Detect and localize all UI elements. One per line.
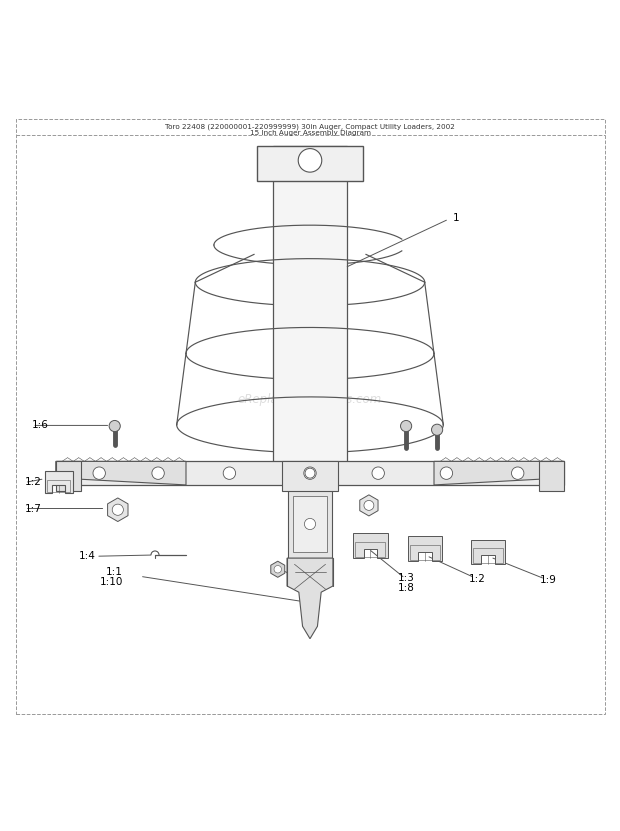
Bar — [473, 548, 503, 563]
Bar — [257, 145, 363, 181]
Bar — [282, 461, 338, 491]
Text: Toro 22408 (220000001-220999999) 30in Auger, Compact Utility Loaders, 2002: Toro 22408 (220000001-220999999) 30in Au… — [165, 124, 455, 130]
Text: 1:6: 1:6 — [32, 420, 49, 430]
Text: 1:10: 1:10 — [100, 577, 123, 587]
Circle shape — [152, 467, 164, 479]
Circle shape — [305, 468, 315, 478]
Text: 1: 1 — [453, 214, 459, 224]
Bar — [47, 480, 69, 492]
Circle shape — [298, 149, 322, 172]
Text: 1:9: 1:9 — [540, 575, 557, 585]
Text: 1:7: 1:7 — [25, 504, 42, 514]
Bar — [273, 145, 347, 468]
Circle shape — [432, 424, 443, 435]
Polygon shape — [287, 558, 333, 639]
Circle shape — [304, 467, 316, 479]
Text: 1:8: 1:8 — [397, 583, 415, 593]
Bar — [56, 461, 564, 485]
Circle shape — [109, 420, 120, 431]
Text: 1:2: 1:2 — [25, 478, 42, 488]
Polygon shape — [56, 461, 186, 485]
Bar — [410, 545, 440, 560]
Circle shape — [372, 467, 384, 479]
Polygon shape — [56, 461, 81, 491]
Circle shape — [223, 467, 236, 479]
Text: 1:2: 1:2 — [469, 573, 486, 583]
Text: 1:4: 1:4 — [79, 551, 96, 561]
Circle shape — [440, 467, 453, 479]
Text: 1:3: 1:3 — [397, 573, 415, 583]
Text: 15 Inch Auger Assembly Diagram: 15 Inch Auger Assembly Diagram — [249, 130, 371, 135]
Polygon shape — [408, 536, 442, 561]
Circle shape — [112, 504, 123, 515]
Polygon shape — [353, 534, 388, 558]
Polygon shape — [434, 461, 564, 485]
Circle shape — [93, 467, 105, 479]
Text: 1:1: 1:1 — [106, 567, 123, 577]
Circle shape — [304, 519, 316, 529]
Text: 1:5: 1:5 — [316, 579, 333, 589]
Polygon shape — [45, 471, 73, 493]
Polygon shape — [471, 539, 505, 564]
Circle shape — [364, 500, 374, 510]
Bar — [355, 543, 386, 557]
Text: eReplacementParts.com: eReplacementParts.com — [238, 394, 382, 406]
Polygon shape — [539, 461, 564, 491]
Bar — [293, 496, 327, 552]
Circle shape — [401, 420, 412, 431]
Bar — [288, 487, 332, 558]
Circle shape — [512, 467, 524, 479]
Circle shape — [274, 566, 281, 573]
